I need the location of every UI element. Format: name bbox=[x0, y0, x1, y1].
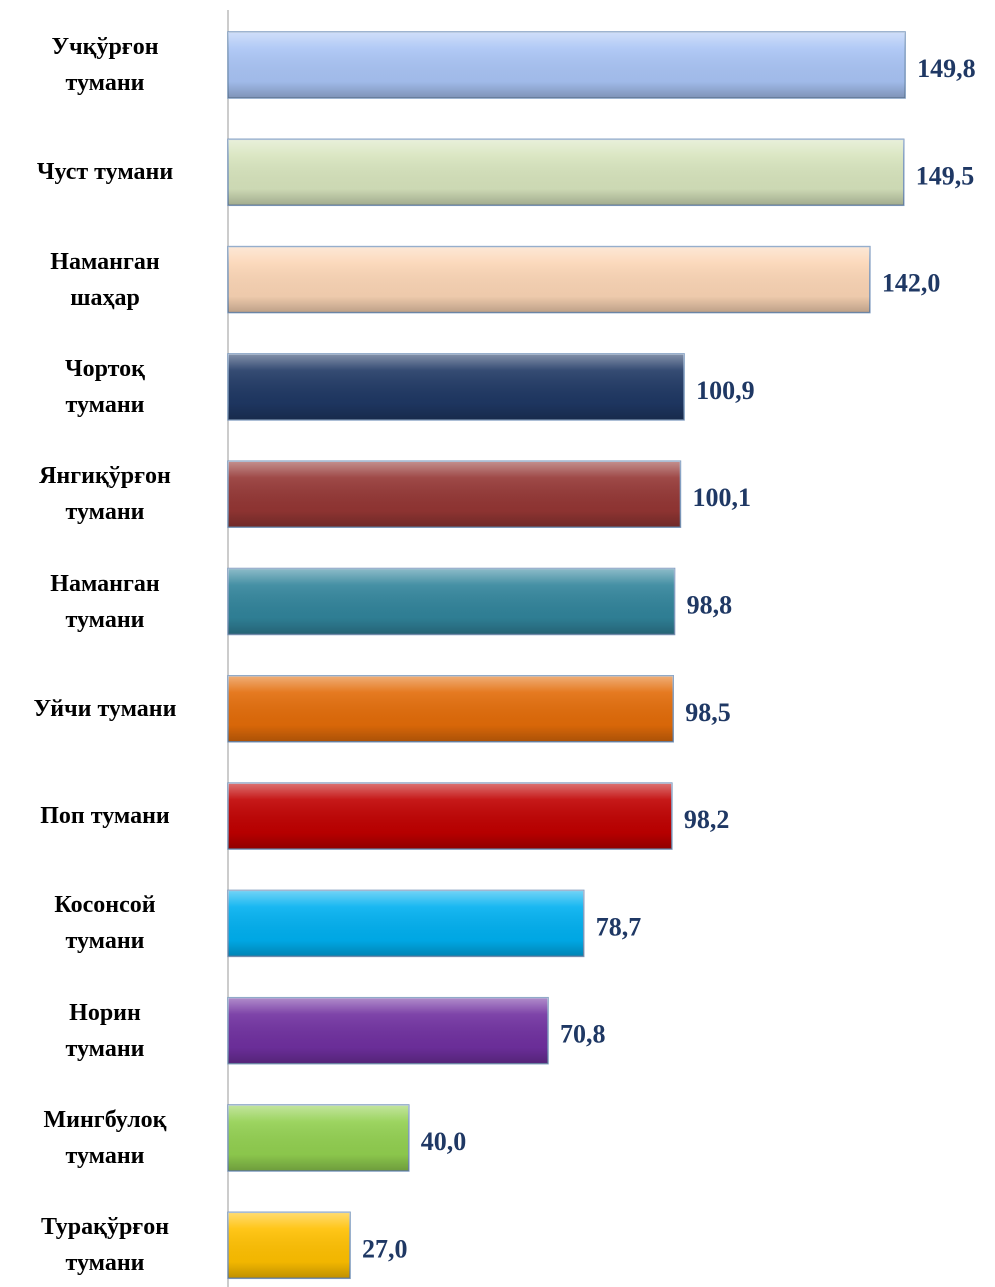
category-label: Уйчи тумани bbox=[33, 695, 177, 722]
value-label: 142,0 bbox=[882, 269, 941, 298]
value-label: 98,2 bbox=[684, 805, 730, 834]
category-label: Чортоқ тумани bbox=[65, 355, 145, 418]
bar-shine bbox=[228, 1105, 409, 1171]
value-label: 100,9 bbox=[696, 376, 755, 405]
category-label: Норин тумани bbox=[65, 999, 145, 1062]
bar-shine bbox=[228, 568, 675, 635]
value-label: 149,8 bbox=[917, 54, 976, 83]
value-label: 98,5 bbox=[685, 698, 731, 727]
category-label: Чуст тумани bbox=[36, 159, 174, 186]
bar-shine bbox=[228, 461, 681, 528]
bar-shine bbox=[228, 890, 584, 957]
category-label: Косонсой тумани bbox=[54, 892, 156, 955]
bar-shine bbox=[228, 1212, 351, 1279]
value-label: 40,0 bbox=[421, 1127, 467, 1156]
value-label: 149,5 bbox=[916, 161, 975, 190]
value-label: 70,8 bbox=[560, 1020, 606, 1049]
bar-shine bbox=[228, 139, 904, 206]
value-label: 98,8 bbox=[687, 590, 733, 619]
bar-shine bbox=[228, 32, 906, 98]
category-label: Наманган тумани bbox=[50, 570, 160, 633]
value-label: 100,1 bbox=[692, 483, 751, 512]
bar-shine bbox=[228, 997, 549, 1064]
value-label: 78,7 bbox=[596, 912, 642, 941]
bar-shine bbox=[228, 783, 672, 850]
category-label: Поп тумани bbox=[40, 803, 170, 830]
bar-shine bbox=[228, 675, 674, 742]
bar-shine bbox=[228, 353, 685, 420]
value-label: 27,0 bbox=[362, 1234, 408, 1263]
category-label: Янгиқўрғон тумани bbox=[39, 463, 171, 526]
category-label: Мингбулоқ тумани bbox=[43, 1107, 167, 1169]
category-label: Наманган шаҳар bbox=[50, 248, 160, 311]
category-label: Учқўрғон тумани bbox=[51, 34, 159, 96]
category-label: Турақўрғон тумани bbox=[40, 1214, 170, 1277]
bar-shine bbox=[228, 246, 870, 313]
